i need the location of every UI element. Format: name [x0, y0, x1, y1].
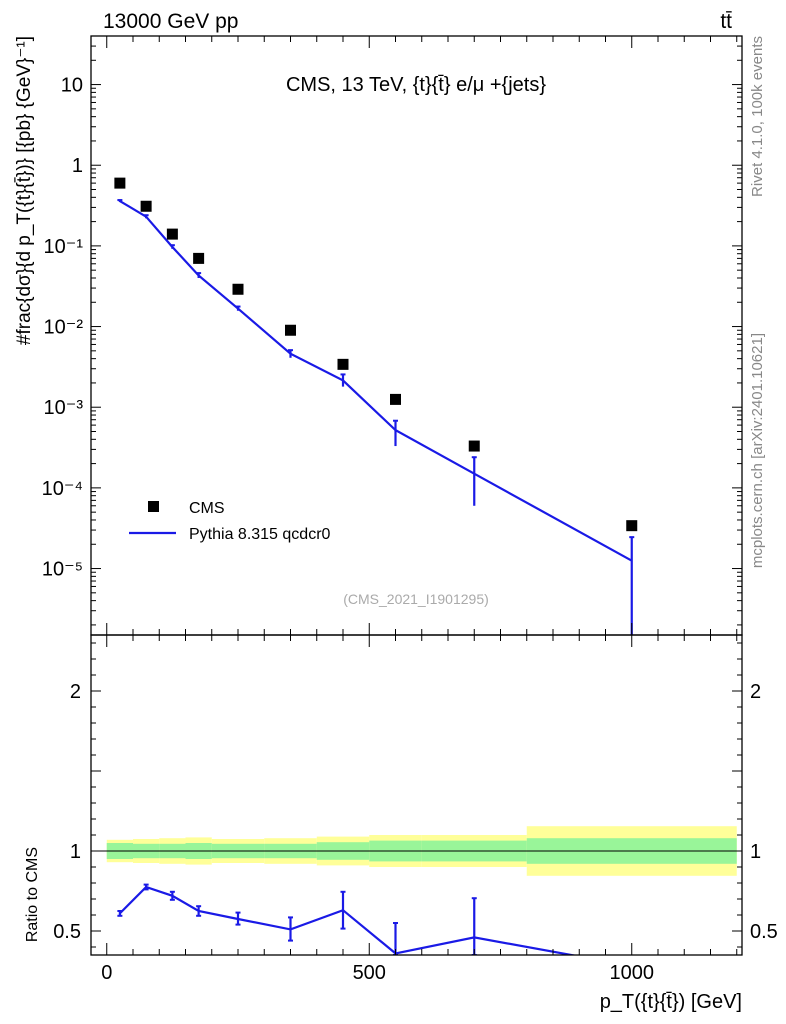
y-tick-label: 10: [61, 75, 83, 97]
ratio-y-tick-label-right: 1: [750, 841, 761, 863]
legend-mc-label: Pythia 8.315 qcdcr0: [189, 526, 331, 543]
ratio-ylabel: Ratio to CMS: [24, 847, 41, 942]
ratio-y-tick-label-left: 1: [70, 841, 81, 863]
main-plot-area: [114, 177, 638, 635]
x-axis-label: p_T({t}{t̄}) [GeV]: [600, 991, 742, 1013]
ratio-y-tick-label-right: 2: [750, 681, 761, 703]
x-tick-label: 1000: [610, 962, 655, 984]
data-point: [390, 393, 401, 405]
data-point: [337, 358, 349, 370]
ratio-mc-line: [119, 885, 578, 955]
main-frame: [90, 35, 743, 636]
data-point: [140, 200, 152, 212]
data-point: [285, 324, 296, 336]
legend-data-label: CMS: [189, 500, 225, 517]
main-title: CMS, 13 TeV, {t}{t̄} e/μ +{jets}: [286, 74, 546, 96]
legend-data-marker: [148, 501, 159, 512]
y-tick-label: 10⁻⁵: [42, 559, 83, 581]
ratio-y-tick-label-left: 0.5: [53, 921, 81, 943]
y-tick-label: 1: [72, 155, 83, 177]
ratio-plot-area: [91, 826, 742, 955]
data-point: [114, 177, 126, 189]
header-right: tt̄: [720, 10, 732, 33]
analysis-id: (CMS_2021_I1901295): [343, 591, 489, 607]
data-point: [232, 283, 244, 295]
ratio-frame: [90, 634, 743, 956]
data-point: [468, 440, 480, 452]
legend: CMS Pythia 8.315 qcdcr0: [129, 500, 331, 543]
ratio-y-tick-label-left: 2: [70, 681, 81, 703]
main-ylabel: #frac{dσ}{d p_T({t}{t̄})} [{pb} {GeV}⁻¹]: [14, 36, 35, 345]
data-point: [193, 252, 205, 264]
data-point: [166, 228, 178, 240]
y-tick-label: 10⁻²: [44, 317, 84, 339]
y-tick-label: 10⁻⁴: [42, 478, 83, 500]
data-point: [626, 520, 638, 532]
ratio-y-tick-label-right: 0.5: [750, 921, 778, 943]
header-left: 13000 GeV pp: [103, 10, 238, 33]
y-tick-label: 10⁻¹: [44, 236, 84, 258]
y-tick-label: 10⁻³: [44, 397, 84, 419]
x-tick-label: 500: [353, 962, 386, 984]
rivet-label: Rivet 4.1.0, 100k events: [749, 36, 766, 197]
mc-series-line: [119, 200, 633, 562]
mcplots-label: mcplots.cern.ch [arXiv:2401.10621]: [749, 333, 766, 568]
x-tick-label: 0: [101, 962, 112, 984]
